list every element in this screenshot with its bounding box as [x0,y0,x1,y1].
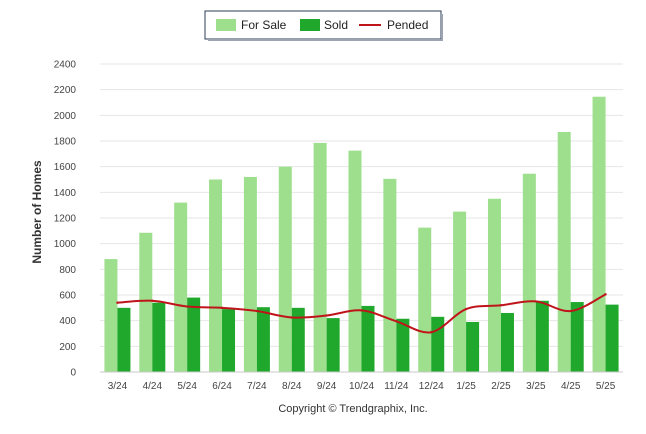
y-tick-label: 2200 [54,85,77,96]
y-tick-label: 200 [59,342,76,353]
bar-sold[interactable] [466,321,480,372]
legend-shadow [441,14,443,41]
legend-label-pended: Pended [387,18,428,32]
point-pended[interactable] [464,307,468,311]
point-pended[interactable] [185,305,189,308]
bar-for-sale[interactable] [487,198,501,372]
legend-label-for-sale: For Sale [241,18,287,32]
y-tick-label: 1800 [54,137,77,148]
bar-for-sale[interactable] [557,132,571,372]
x-tick-label: 4/25 [561,381,581,392]
bar-for-sale[interactable] [453,211,467,372]
x-tick-label: 3/24 [108,381,128,392]
bar-sold[interactable] [152,302,166,372]
bar-for-sale[interactable] [278,166,292,372]
bars [104,96,619,373]
legend-swatch-for-sale [216,19,236,31]
point-pended[interactable] [325,314,328,317]
bar-for-sale[interactable] [592,96,606,372]
pended-line-layer [116,293,607,334]
bar-sold[interactable] [500,312,514,372]
bar-for-sale[interactable] [418,227,432,372]
legend-item-for-sale[interactable]: For Sale [216,18,287,32]
x-tick-label: 7/24 [247,381,267,392]
bar-sold[interactable] [396,318,410,372]
y-tick-label: 600 [59,291,76,302]
bar-sold[interactable] [256,307,270,372]
legend: For Sale Sold Pended [204,10,443,41]
y-tick-label: 1600 [54,162,77,173]
y-tick-label: 1200 [54,214,77,225]
x-tick-label: 12/24 [419,381,444,392]
x-tick-label: 8/24 [282,381,302,392]
bar-for-sale[interactable] [383,178,397,372]
bar-sold[interactable] [326,318,340,372]
legend-box [204,10,442,40]
point-pended[interactable] [290,316,293,319]
x-tick-label: 3/25 [526,381,546,392]
bar-for-sale[interactable] [313,142,327,372]
point-pended[interactable] [116,301,119,304]
y-tick-label: 2000 [54,111,77,122]
bar-sold[interactable] [570,302,584,372]
x-tick-label: 11/24 [384,381,409,392]
bar-for-sale[interactable] [243,176,257,372]
legend-item-pended[interactable]: Pended [359,18,428,32]
y-tick-label: 800 [59,265,76,276]
point-pended[interactable] [499,304,503,307]
x-tick-label: 4/24 [143,381,163,392]
bar-sold[interactable] [431,316,445,372]
legend-shadow-bottom [208,39,443,41]
bar-sold[interactable] [361,305,375,372]
legend-swatch-sold [300,19,320,31]
bar-sold[interactable] [291,307,305,372]
point-pended[interactable] [360,309,363,312]
point-pended[interactable] [534,300,538,303]
point-pended[interactable] [604,293,607,296]
y-tick-label: 1000 [54,239,77,250]
y-axis-label: Number of Homes [30,160,44,264]
x-tick-label: 9/24 [317,381,337,392]
legend-item-sold[interactable]: Sold [300,18,348,32]
y-tick-label: 1400 [54,188,77,199]
x-tick-label: 6/24 [212,381,232,392]
y-tick-label: 400 [59,316,76,327]
point-pended[interactable] [569,309,572,313]
bar-sold[interactable] [222,309,236,372]
x-tick-label: 5/25 [596,381,616,392]
bar-sold[interactable] [535,300,549,372]
bar-for-sale[interactable] [348,150,362,372]
bar-for-sale[interactable] [209,179,223,373]
y-axis-ticks: 0 200 400 600 800 1000 1200 1400 1600 1800 2000 220… [54,60,77,379]
bar-sold[interactable] [187,297,201,372]
bar-for-sale[interactable] [104,259,118,372]
bar-sold[interactable] [117,307,131,372]
x-tick-label: 2/25 [491,381,511,392]
point-pended[interactable] [430,331,433,334]
y-tick-label: 0 [70,368,76,379]
y-tick-label: 2400 [54,60,77,71]
point-pended[interactable] [255,309,259,313]
x-tick-label: 10/24 [349,381,374,392]
x-axis-ticks: 3/24 4/24 5/24 6/24 7/24 8/24 9/24 10/24 11/24 12… [108,381,616,392]
point-pended[interactable] [395,320,398,323]
x-tick-label: 1/25 [456,381,476,392]
bar-sold[interactable] [605,304,619,372]
bar-for-sale[interactable] [139,232,153,372]
bar-for-sale[interactable] [174,202,188,372]
point-pended[interactable] [151,299,154,302]
point-pended[interactable] [220,306,224,310]
x-tick-label: 5/24 [177,381,197,392]
legend-label-sold: Sold [324,18,348,32]
bar-for-sale[interactable] [522,173,536,372]
copyright-text: Copyright © Trendgraphix, Inc. [278,403,427,415]
